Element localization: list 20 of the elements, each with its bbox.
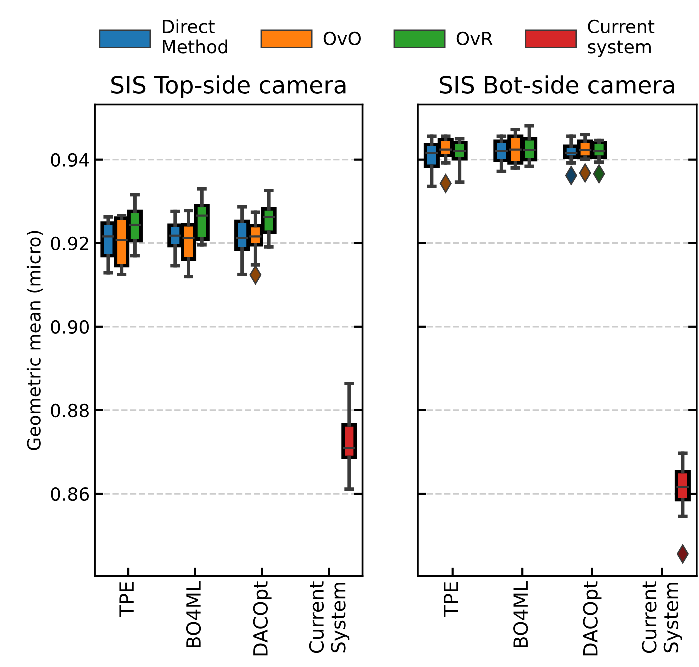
- x-tick-label: BO4ML: [186, 581, 202, 648]
- y-axis-title: Geometric mean (micro): [26, 231, 44, 450]
- x-tick-label: Current System: [309, 582, 350, 654]
- y-tick-label: 0.92: [51, 236, 88, 251]
- chart-title: SIS Bot-side camera: [440, 76, 674, 94]
- x-tick-label: DACOpt: [253, 582, 272, 656]
- legend-label: OvO: [324, 32, 361, 46]
- x-tick-label: DACOpt: [583, 582, 602, 656]
- legend-label: Current system: [588, 20, 655, 58]
- y-tick-label: 0.86: [51, 487, 90, 502]
- y-tick-label: 0.94: [51, 153, 90, 167]
- y-tick-label: 0.88: [51, 404, 89, 418]
- x-tick-label: TPE: [120, 582, 134, 618]
- x-tick-label: TPE: [444, 582, 458, 618]
- legend-label: Direct Method: [163, 20, 228, 54]
- x-tick-label: BO4ML: [514, 581, 528, 648]
- chart-title: SIS Top-side camera: [112, 76, 346, 99]
- legend-label: OvR: [456, 32, 493, 46]
- y-tick-label: 0.90: [51, 320, 90, 334]
- x-tick-label: Current System: [642, 582, 682, 654]
